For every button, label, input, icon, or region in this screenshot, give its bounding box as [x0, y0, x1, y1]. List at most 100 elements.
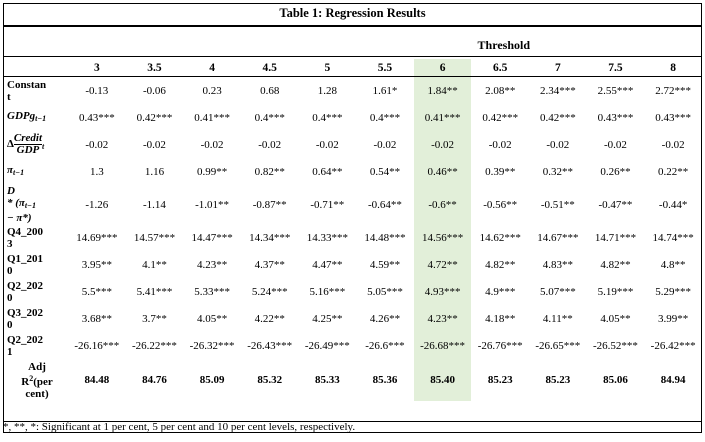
value-cell: 4.37** — [254, 258, 285, 271]
col-header: 3.5 — [125, 59, 184, 77]
value-cell: -0.02 — [604, 138, 627, 151]
value-cell: 4.25** — [312, 312, 343, 325]
value-cell: 85.23 — [487, 374, 513, 386]
value-cell: -0.13 — [85, 84, 109, 97]
value-cell: 1.3 — [89, 165, 104, 178]
value-cell: 84.76 — [142, 374, 167, 386]
value-cell: 0.23 — [202, 84, 222, 97]
value-cell: -26.49*** — [304, 339, 350, 352]
column-header-row: 3 3.5 4 4.5 5 5.5 6 6.5 7 7.5 8 — [3, 59, 702, 77]
value-cell: 2.55*** — [597, 84, 634, 97]
value-cell: 4.1** — [142, 258, 167, 271]
value-cell: 5.19*** — [597, 285, 634, 298]
value-cell: 3.95** — [81, 258, 112, 271]
table-row: Constan t -0.13 -0.06 0.23 0.68 1.28 1.61* 1.84*… — [3, 76, 702, 105]
row-label: Q3_202 0 — [3, 305, 68, 332]
row-label-text: Q4_200 3 — [7, 225, 44, 250]
table-row: Q3_202 0 3.68** 3.7** 4.05** 4.22** 4.25** 4.26… — [3, 305, 702, 332]
value-cell: 14.56*** — [413, 224, 472, 251]
value-cell: 2.34*** — [539, 84, 576, 97]
value-cell: 5.05*** — [367, 285, 403, 298]
value-cell: 0.43*** — [78, 111, 115, 124]
value-cell: 4.93*** — [413, 278, 472, 305]
value-cell: 5.07*** — [539, 285, 576, 298]
value-cell: 4.83** — [542, 258, 573, 271]
row-label: Constan t — [3, 77, 68, 105]
value-cell: -0.87** — [252, 198, 287, 211]
col-header: 5.5 — [356, 59, 414, 77]
value-cell: 1.16 — [144, 165, 165, 178]
value-cell: 4.82** — [485, 258, 516, 271]
value-cell: 14.71*** — [594, 231, 637, 244]
value-cell: -26.6*** — [365, 339, 405, 352]
value-cell: 85.06 — [603, 374, 628, 386]
value-cell: 2.72*** — [655, 84, 692, 97]
value-cell: 0.68 — [260, 84, 280, 97]
value-cell: 0.46** — [413, 158, 472, 185]
col-header: 3 — [68, 59, 126, 77]
value-cell: 14.34*** — [249, 231, 291, 244]
value-cell: 0.54** — [369, 165, 401, 178]
row-label: Δ Credit GDP t — [3, 131, 68, 158]
value-cell: 4.9*** — [485, 285, 516, 298]
row-label-text: Constan t — [7, 78, 47, 103]
value-cell: -26.16*** — [74, 339, 120, 352]
col-header: 5 — [298, 59, 357, 77]
col-header-highlight: 6 — [413, 59, 472, 77]
row-label: πt−1 — [3, 158, 68, 185]
col-header: 7.5 — [586, 59, 645, 77]
row-label: D * (πt−1− π*) — [3, 185, 68, 224]
value-cell: 84.94 — [660, 374, 686, 386]
value-cell: -0.51** — [540, 198, 575, 211]
value-cell: 0.32** — [542, 165, 573, 178]
threshold-header: Threshold — [477, 38, 530, 52]
table-frame — [3, 3, 702, 433]
table-row: D * (πt−1− π*) -1.26 -1.14 -1.01** -0.87** -0.… — [3, 185, 702, 224]
value-cell: -1.14 — [143, 198, 166, 211]
value-cell: -0.44* — [658, 198, 688, 211]
row-label: Q2_202 1 — [3, 332, 68, 359]
row-label-text: GDPgt−1 — [7, 110, 47, 123]
value-cell: -0.64** — [368, 198, 402, 211]
value-cell: 3.7** — [142, 312, 167, 325]
value-cell: 4.8** — [660, 258, 686, 271]
value-cell: 5.33*** — [194, 285, 230, 298]
value-cell: 0.64** — [312, 165, 343, 178]
value-cell: 14.47*** — [191, 231, 233, 244]
value-cell: 1.84** — [413, 76, 472, 104]
value-cell: 14.67*** — [537, 231, 579, 244]
value-cell: 14.74*** — [652, 231, 694, 244]
value-cell: 5.29*** — [655, 285, 692, 298]
value-cell: 4.47** — [312, 258, 343, 271]
value-cell: 0.26** — [600, 165, 631, 178]
value-cell: -26.65*** — [535, 339, 581, 352]
value-cell: 4.72** — [413, 251, 472, 278]
value-cell: 4.59** — [369, 258, 401, 271]
value-cell: 85.09 — [199, 374, 225, 386]
row-label: Q4_200 3 — [3, 224, 68, 251]
value-cell: 4.18** — [485, 312, 516, 325]
value-cell: 0.4*** — [312, 111, 343, 124]
value-cell: 0.82** — [254, 165, 285, 178]
value-cell: -0.06 — [143, 84, 166, 97]
value-cell: 4.23** — [196, 258, 228, 271]
value-cell: -0.02 — [315, 138, 339, 151]
value-cell: 0.41*** — [194, 111, 230, 124]
table-row: GDPgt−1 0.43*** 0.42*** 0.41*** 0.4*** 0.4***… — [3, 104, 702, 131]
value-cell: 4.11** — [542, 312, 573, 325]
value-cell: 1.61* — [372, 84, 398, 97]
value-cell: 0.4*** — [254, 111, 285, 124]
row-label-text: πt−1 — [7, 164, 25, 177]
value-cell: 4.22** — [254, 312, 285, 325]
row-label-text: Q3_202 0 — [7, 306, 44, 331]
value-cell: -0.47** — [598, 198, 633, 211]
value-cell: -1.01** — [195, 198, 230, 211]
value-cell: -0.02 — [661, 138, 685, 151]
value-cell: 0.99** — [196, 165, 228, 178]
value-cell: 4.82** — [600, 258, 631, 271]
value-cell: 14.62*** — [479, 231, 521, 244]
threshold-rule — [3, 56, 702, 57]
col-header: 4.5 — [240, 59, 299, 77]
value-cell: -26.32*** — [189, 339, 235, 352]
